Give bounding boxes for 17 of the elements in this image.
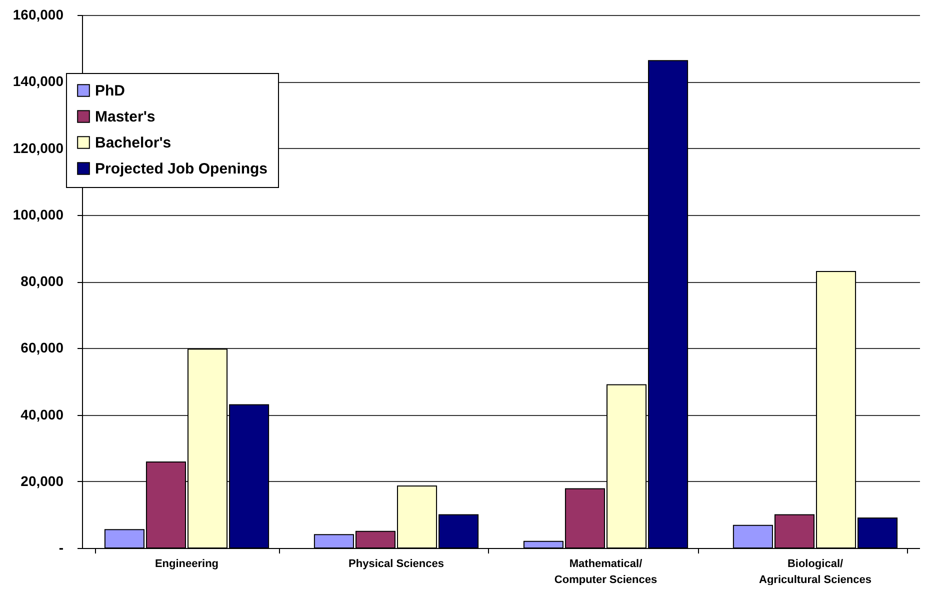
y-tick-label: - bbox=[58, 540, 64, 556]
x-tick-label: Physical Sciences bbox=[348, 558, 444, 570]
y-tick-label: 140,000 bbox=[12, 73, 64, 90]
x-tick-label: Engineering bbox=[154, 558, 219, 570]
y-tick-label: 120,000 bbox=[12, 140, 64, 156]
category-label: Mathematical/ Computer Sciences bbox=[554, 558, 658, 586]
y-tick-label: 100,000 bbox=[12, 206, 64, 222]
legend-label: PhD bbox=[95, 82, 126, 100]
y-tick-label: 60,000 bbox=[20, 340, 64, 356]
y-tick-label: 160,000 bbox=[12, 6, 64, 22]
y-tick-label: 20,000 bbox=[20, 472, 64, 489]
legend-label: Bachelor's bbox=[95, 134, 172, 152]
y-tick-label: 40,000 bbox=[20, 406, 64, 422]
legend-label: Master's bbox=[95, 108, 156, 126]
category-label: Biological/ Agricultural Sciences bbox=[759, 558, 872, 586]
legend-label: Projected Job Openings bbox=[95, 160, 268, 178]
y-tick-label: 80,000 bbox=[20, 273, 64, 289]
